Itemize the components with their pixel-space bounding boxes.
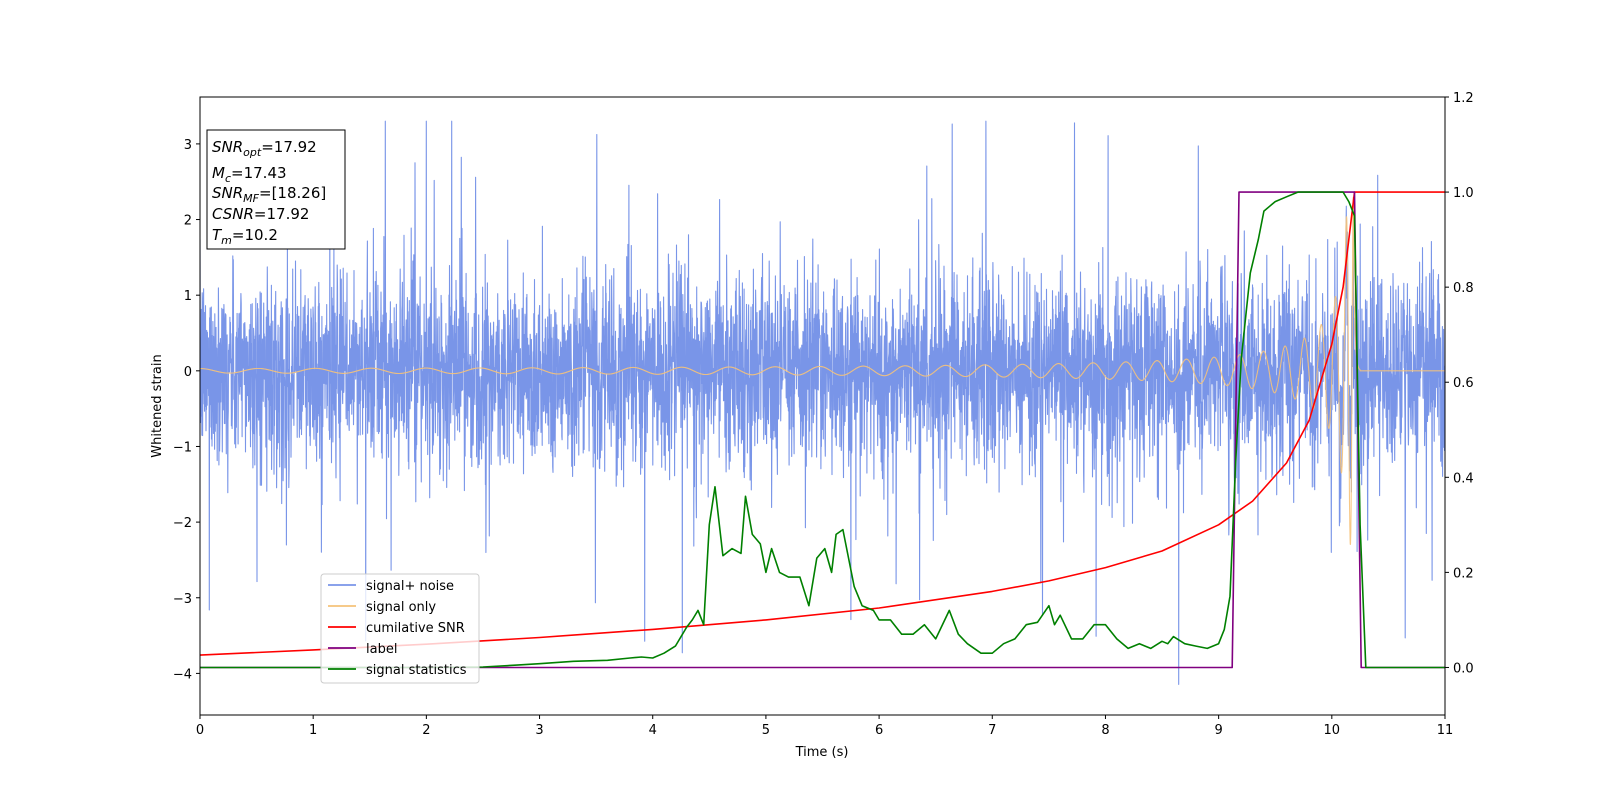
y-right-tick-label: 0.2 bbox=[1453, 566, 1474, 581]
annotation-value: =17.43 bbox=[231, 164, 287, 182]
y-right-tick-label: 0.0 bbox=[1453, 661, 1474, 676]
annotation-line: CSNR=17.92 bbox=[212, 205, 309, 223]
legend-item: cumilative SNR bbox=[328, 621, 465, 636]
y-right-tick-label: 0.6 bbox=[1453, 376, 1474, 391]
annotation-frame bbox=[206, 129, 346, 250]
annotation-symbol: SNR bbox=[212, 138, 243, 156]
series-line-signal-only bbox=[200, 196, 1445, 545]
annotation-line: Mc=17.43 bbox=[212, 164, 287, 185]
x-tick-label: 5 bbox=[762, 723, 770, 738]
annotation-symbol: SNR bbox=[212, 184, 243, 202]
legend-item: signal only bbox=[328, 600, 436, 615]
legend-label: cumilative SNR bbox=[366, 621, 465, 636]
y-left-tick-label: −3 bbox=[173, 592, 192, 607]
annotation-subscript: MF bbox=[243, 192, 259, 205]
annotation-symbol: T bbox=[212, 226, 223, 244]
y-left-tick-label: 1 bbox=[184, 289, 192, 304]
annotation-value: =17.92 bbox=[254, 205, 310, 223]
y-left-tick-label: −1 bbox=[173, 440, 192, 455]
annotation-value: =[18.26] bbox=[259, 184, 326, 202]
annotation-subscript: c bbox=[225, 172, 231, 185]
x-axis-label: Time (s) bbox=[795, 745, 849, 760]
axes: 0 1 2 3 4 5 6 7 8 9 10 113210−1−2−3−41.21.00.80.60.… bbox=[173, 91, 1474, 738]
annotation-box: SNRopt=17.92Mc=17.43SNRMF=[18.26]CSNR=17… bbox=[206, 129, 346, 250]
annotation-value: =10.2 bbox=[232, 226, 278, 244]
series-line-signal-statistics bbox=[200, 191, 1445, 669]
annotation-line: SNRopt=17.92 bbox=[212, 138, 317, 159]
y-left-tick-label: −2 bbox=[173, 516, 192, 531]
x-tick-label: 3 bbox=[535, 723, 543, 738]
x-tick-label: 9 bbox=[1214, 723, 1222, 738]
annotation-line: SNRMF=[18.26] bbox=[212, 184, 326, 205]
x-tick-label: 2 bbox=[422, 723, 430, 738]
y-left-tick-label: 3 bbox=[184, 138, 192, 153]
axes-frame bbox=[199, 96, 1446, 716]
annotation-symbol: M bbox=[212, 164, 225, 182]
legend-item: signal+ noise bbox=[328, 579, 454, 594]
y-right-tick-label: 1.0 bbox=[1453, 186, 1474, 201]
y-right-tick-label: 1.2 bbox=[1453, 91, 1474, 106]
annotation-value: =17.92 bbox=[261, 138, 317, 156]
y-axis-label: Whitened strain bbox=[150, 354, 165, 457]
y-left-tick-label: −4 bbox=[173, 667, 192, 682]
legend: signal+ noise signal only cumilative SNR la… bbox=[320, 573, 480, 684]
plot-area bbox=[200, 120, 1445, 685]
annotation-symbol: CSNR bbox=[212, 205, 254, 223]
legend-label: signal statistics bbox=[366, 663, 467, 678]
y-left-tick-label: 0 bbox=[184, 365, 192, 380]
y-left-tick-label: 2 bbox=[184, 214, 192, 229]
legend-frame bbox=[320, 573, 480, 684]
x-tick-label: 11 bbox=[1437, 723, 1454, 738]
x-tick-label: 1 bbox=[309, 723, 317, 738]
x-tick-label: 0 bbox=[196, 723, 204, 738]
x-tick-label: 6 bbox=[875, 723, 883, 738]
x-tick-label: 8 bbox=[1101, 723, 1109, 738]
legend-label: signal+ noise bbox=[366, 579, 454, 594]
annotation-subscript: opt bbox=[243, 146, 262, 159]
y-right-tick-label: 0.4 bbox=[1453, 471, 1474, 486]
series-line-cumilative-snr bbox=[200, 191, 1445, 656]
x-tick-label: 4 bbox=[649, 723, 657, 738]
annotation-subscript: m bbox=[221, 234, 232, 247]
legend-item: signal statistics bbox=[328, 663, 467, 678]
annotation-line: Tm=10.2 bbox=[212, 226, 278, 247]
legend-label: signal only bbox=[366, 600, 436, 615]
y-right-tick-label: 0.8 bbox=[1453, 281, 1474, 296]
x-tick-label: 7 bbox=[988, 723, 996, 738]
legend-item: label bbox=[328, 642, 397, 657]
x-tick-label: 10 bbox=[1324, 723, 1341, 738]
legend-label: label bbox=[366, 642, 397, 657]
